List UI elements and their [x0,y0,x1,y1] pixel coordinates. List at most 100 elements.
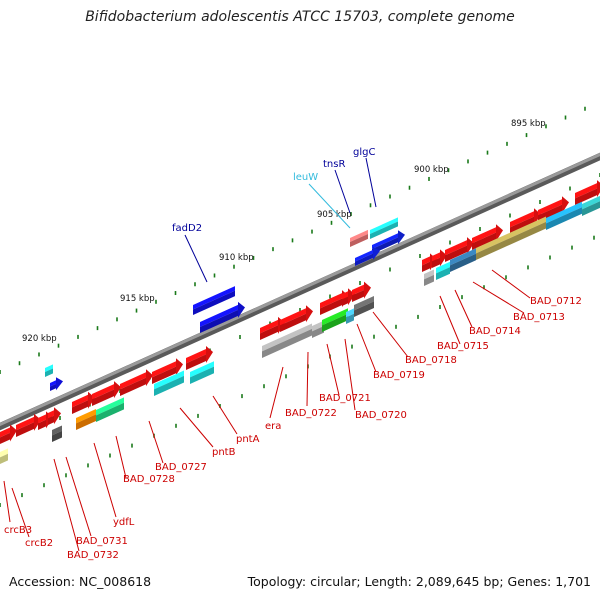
gene-red-15-arrowhead [440,249,447,267]
gene-red-20-side [575,188,597,205]
gene-red-6-top [120,372,146,390]
gene-red-5[interactable] [92,381,121,406]
gene-red-19-arrowhead [562,196,569,214]
gene-label-BAD_0712: BAD_0712 [530,296,582,307]
gene-low-6-top [262,323,312,352]
gene-low-2[interactable] [76,409,96,430]
gene-glgC[interactable] [370,217,398,239]
gene-red-18-arrowhead [534,208,541,226]
gene-red-16[interactable] [445,237,474,262]
gene-red-3-top [48,410,54,419]
gene-low-3[interactable] [96,397,124,422]
gene-label-BAD_0727: BAD_0727 [155,462,207,473]
gene-label-BAD_0732: BAD_0732 [67,550,119,561]
gene-label-BAD_0714: BAD_0714 [469,326,521,337]
gene-red-17-arrowhead [496,224,503,242]
gene-red-7[interactable] [152,358,183,384]
gene-red-20-top [575,183,597,199]
gene-red-10[interactable] [280,305,313,332]
gene-red-10-arrowhead [306,305,313,323]
gene-low-6[interactable] [262,323,312,359]
gene-low-14-side [476,221,546,260]
gene-red-13-top [352,284,364,296]
gene-red-6[interactable] [120,369,153,396]
gene-label-BAD_0719: BAD_0719 [373,370,425,381]
gene-red-0-side [0,432,10,444]
gene-red-3[interactable] [48,407,61,425]
gene-red-4-side [72,400,88,414]
gene-red-6-side [120,377,146,396]
kbp-label-915: 915 kbp [120,294,155,304]
genome-summary: Topology: circular; Length: 2,089,645 bp… [247,574,591,589]
gene-low-11[interactable] [424,269,434,287]
gene-red-8-side [186,354,206,370]
gene-low-2-side [76,414,96,430]
gene-blue-small-side [355,253,373,266]
kbp-label-910: 910 kbp [219,253,254,263]
gene-red-1[interactable] [16,413,41,437]
gene-red-0-top [0,427,10,438]
gene-red-15-side [432,257,440,268]
gene-red-4[interactable] [72,391,95,414]
gene-label-leuW: leuW [293,172,318,183]
gene-glgC-top [370,217,398,235]
gene-low-10[interactable] [354,296,374,317]
gene-red-0[interactable] [0,424,17,445]
gene-low-1-top [52,425,62,436]
gene-low-5[interactable] [190,361,214,384]
gene-red-7-top [152,361,176,378]
gene-fadD2-top [193,286,235,310]
gene-red-11-top [320,293,342,309]
gene-blue-920-top [50,380,56,387]
gene-fadD2-b[interactable] [200,301,245,333]
gene-glgC-b[interactable] [372,230,405,254]
gene-blue-small[interactable] [355,246,380,266]
gene-red-8-arrowhead [206,346,213,363]
gene-low-7[interactable] [312,320,324,338]
gene-red-18-side [510,216,534,234]
gene-low-14[interactable] [476,216,546,261]
gene-red-10-side [280,313,306,332]
gene-label-BAD_0728: BAD_0728 [123,474,175,485]
gene-red-5-arrowhead [114,381,121,399]
gene-label-tnsR: tnsR [323,159,345,170]
gene-blue-small-top [355,249,373,262]
gene-low-15[interactable] [546,201,582,230]
gene-red-14-top [422,256,430,266]
gene-low-16-side [582,201,600,216]
gene-label-crcB2: crcB2 [25,538,53,549]
gene-leuW[interactable] [45,364,53,377]
gene-low-12-side [436,267,450,280]
gene-low-0[interactable] [0,448,8,464]
gene-low-8-side [322,313,348,332]
gene-blue-920[interactable] [50,377,63,391]
gene-low-16[interactable] [582,195,600,216]
gene-red-18[interactable] [510,208,541,234]
gene-tnsR[interactable] [350,229,368,247]
gene-red-15[interactable] [432,249,447,268]
gene-red-8[interactable] [186,346,213,370]
gene-label-BAD_0715: BAD_0715 [437,341,489,352]
gene-low-8[interactable] [322,308,348,332]
kbp-label-895: 895 kbp [511,119,546,129]
gene-red-1-arrowhead [34,413,41,431]
gene-low-7-top [312,320,324,332]
gene-red-13[interactable] [352,281,371,302]
gene-fadD2-b-side [200,309,238,333]
gene-red-12[interactable] [342,288,355,306]
gene-low-10-side [354,301,374,317]
gene-low-13[interactable] [450,248,476,272]
gene-red-20[interactable] [575,180,600,205]
gene-low-4[interactable] [154,370,184,397]
gene-low-14-top [476,216,546,254]
gene-fadD2[interactable] [193,286,235,315]
gene-low-5-top [190,361,214,378]
gene-label-fadD2: fadD2 [172,223,202,234]
gene-red-17[interactable] [472,224,503,250]
gene-low-9[interactable] [346,308,354,324]
gene-blue-920-side [50,383,56,391]
gene-low-12[interactable] [436,261,450,280]
gene-features[interactable] [0,180,600,464]
gene-low-1[interactable] [52,425,62,443]
